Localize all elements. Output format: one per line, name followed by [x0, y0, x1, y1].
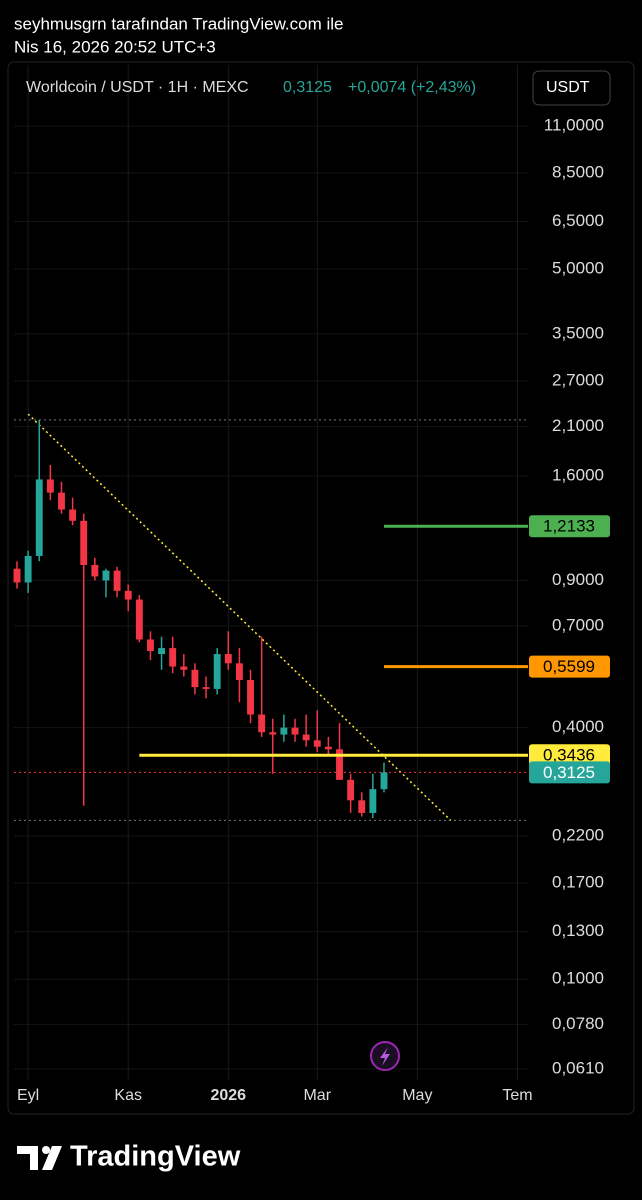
legend-price: 0,3125	[283, 79, 332, 96]
candle-body	[46, 479, 54, 493]
y-tick-label: 0,1700	[552, 872, 604, 891]
candle-body	[291, 727, 299, 735]
legend-symbol: Worldcoin / USDT · 1H · MEXC	[26, 79, 249, 96]
level-tag	[529, 515, 610, 538]
x-tick-label: May	[402, 1087, 432, 1104]
candle-body	[35, 479, 43, 556]
candle-body	[269, 732, 277, 735]
level-label: 1,2133	[543, 517, 595, 536]
y-tick-label: 2,7000	[552, 371, 604, 390]
level-label: 0,5599	[543, 657, 595, 676]
candle-body	[302, 734, 310, 741]
y-tick-label: 0,0780	[552, 1014, 604, 1033]
level-tag	[529, 655, 610, 678]
x-tick-label: Tem	[502, 1087, 532, 1104]
brand-logo	[17, 1146, 62, 1170]
y-tick-label: 5,0000	[552, 259, 604, 278]
x-tick-label: Kas	[114, 1087, 142, 1104]
candle-body	[347, 779, 355, 801]
candle-body	[235, 663, 243, 680]
candle-body	[380, 772, 388, 790]
author-line: seyhmusgrn tarafından TradingView.com il…	[14, 14, 343, 33]
candle-body	[13, 568, 21, 583]
level-tag	[529, 744, 610, 767]
timestamp: Nis 16, 2026 20:52 UTC+3	[14, 37, 216, 56]
currency-button[interactable]	[532, 70, 611, 106]
alert-bolt	[380, 1047, 390, 1066]
candle-body	[191, 669, 199, 688]
y-tick-label: 0,4000	[552, 717, 604, 736]
y-tick-label: 0,1000	[552, 969, 604, 988]
x-tick-label: Mar	[303, 1087, 331, 1104]
candle-body	[202, 687, 210, 689]
level-label: 0,3436	[543, 746, 595, 765]
candle-body	[58, 492, 65, 510]
currency-label[interactable]: USDT	[546, 79, 590, 96]
candle-body	[124, 590, 132, 600]
candle-body	[169, 648, 177, 667]
candle-body	[113, 570, 121, 591]
candle-body	[280, 727, 288, 735]
candle-body	[80, 520, 88, 565]
candle-body	[91, 564, 99, 577]
candle-body	[258, 714, 266, 733]
candle-body	[158, 648, 166, 655]
y-tick-label: 8,5000	[552, 162, 604, 181]
candle-body	[69, 509, 77, 521]
y-tick-label: 0,1300	[552, 921, 604, 940]
candle-body	[135, 599, 143, 640]
y-tick-label: 11,0000	[544, 116, 604, 135]
candle-body	[213, 654, 221, 689]
candle-body	[247, 679, 254, 715]
chart-panel	[7, 61, 635, 1115]
candle-body	[224, 654, 232, 664]
y-tick-label: 1,6000	[552, 465, 604, 484]
y-tick-label: 0,0610	[552, 1058, 604, 1077]
y-tick-label: 0,7000	[552, 616, 604, 635]
price-tag	[529, 761, 610, 784]
candle-body	[336, 749, 343, 780]
candle-body	[24, 555, 32, 583]
x-tick-label: 2026	[210, 1087, 246, 1104]
candle-body	[324, 746, 332, 750]
plot: 11,0000 8,5000 6,5000 5,0000 3,5000 2,7000 2,1…	[13, 65, 604, 1104]
candle-body	[313, 740, 321, 747]
candle-body	[180, 666, 188, 670]
y-tick-label: 0,9000	[552, 570, 604, 589]
y-tick-label: 0,2200	[552, 826, 604, 845]
candle-body	[102, 570, 110, 581]
price-label: 0,3125	[543, 763, 595, 782]
x-tick-label: Eyl	[17, 1087, 39, 1104]
y-tick-label: 3,5000	[552, 323, 604, 342]
y-tick-label: 6,5000	[552, 211, 604, 230]
y-tick-label: 2,1000	[552, 416, 604, 435]
legend-change: +0,0074 (+2,43%)	[348, 79, 476, 96]
brand-name: TradingView	[70, 1141, 241, 1173]
candle-body	[358, 800, 366, 813]
candle-body	[147, 639, 154, 652]
candle-body	[369, 789, 377, 813]
